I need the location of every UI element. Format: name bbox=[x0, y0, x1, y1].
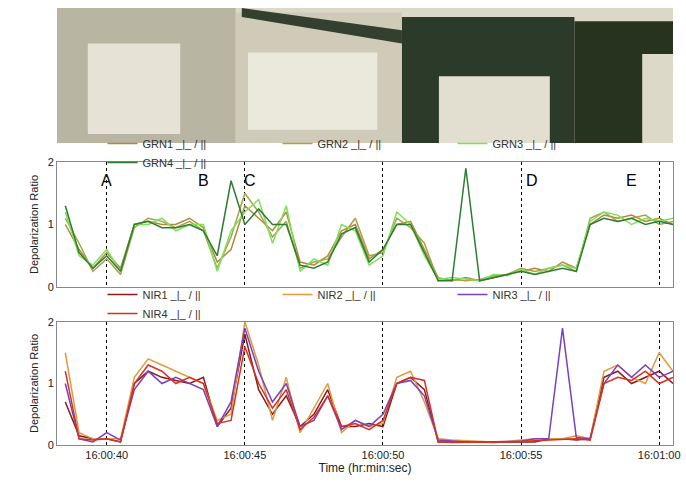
svg-text:NIR3 _|_ / ||: NIR3 _|_ / || bbox=[493, 289, 551, 301]
svg-text:B: B bbox=[198, 172, 209, 189]
svg-text:Time (hr:min:sec): Time (hr:min:sec) bbox=[319, 461, 412, 475]
svg-text:Depolarization Ratio: Depolarization Ratio bbox=[28, 334, 40, 433]
svg-text:1: 1 bbox=[48, 377, 54, 389]
svg-text:GRN2 _|_ / ||: GRN2 _|_ / || bbox=[318, 138, 382, 150]
svg-text:16:00:40: 16:00:40 bbox=[85, 449, 128, 461]
svg-text:1: 1 bbox=[48, 218, 54, 230]
svg-text:16:01:00: 16:01:00 bbox=[638, 449, 681, 461]
svg-text:E: E bbox=[626, 172, 637, 189]
svg-text:2: 2 bbox=[48, 156, 54, 168]
svg-text:D: D bbox=[526, 172, 538, 189]
svg-text:C: C bbox=[244, 172, 256, 189]
svg-text:16:00:55: 16:00:55 bbox=[500, 449, 543, 461]
svg-text:NIR4 _|_ / ||: NIR4 _|_ / || bbox=[143, 308, 201, 320]
svg-text:Depolarization Ratio: Depolarization Ratio bbox=[28, 175, 40, 274]
svg-text:2: 2 bbox=[48, 316, 54, 328]
svg-text:NIR2 _|_ / ||: NIR2 _|_ / || bbox=[318, 289, 376, 301]
svg-text:GRN3 _|_ / ||: GRN3 _|_ / || bbox=[493, 138, 557, 150]
svg-text:0: 0 bbox=[48, 439, 54, 451]
svg-text:GRN4 _|_ / ||: GRN4 _|_ / || bbox=[143, 157, 207, 169]
svg-text:NIR1 _|_ / ||: NIR1 _|_ / || bbox=[143, 289, 201, 301]
svg-text:GRN1 _|_ / ||: GRN1 _|_ / || bbox=[143, 138, 207, 150]
svg-text:0: 0 bbox=[48, 281, 54, 293]
svg-text:16:00:45: 16:00:45 bbox=[223, 449, 266, 461]
svg-text:A: A bbox=[101, 172, 112, 189]
svg-text:16:00:50: 16:00:50 bbox=[362, 449, 405, 461]
